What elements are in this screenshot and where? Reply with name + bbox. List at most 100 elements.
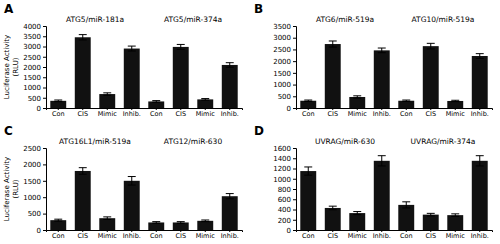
error-line: [479, 156, 480, 166]
error-cap: [103, 95, 111, 96]
tick-label: 400: [278, 206, 291, 214]
tick: Mimic: [446, 230, 466, 240]
tick: 3000: [273, 34, 296, 42]
error-cap: [177, 223, 185, 224]
tick-mark: [43, 98, 46, 99]
bar: [148, 101, 164, 108]
tick: 500: [28, 94, 46, 102]
tick: 0: [287, 105, 296, 113]
axis-line: [293, 27, 297, 109]
tick-label: Inhib.: [373, 232, 391, 240]
tick-label: 0: [287, 105, 291, 113]
tick-mark: [43, 67, 46, 68]
error-bar: [402, 202, 410, 208]
tick-mark: [43, 108, 46, 109]
tick: Inhib.: [123, 108, 141, 118]
bar: [447, 101, 463, 108]
tick: 200: [278, 216, 296, 224]
tick: 2500: [23, 145, 46, 153]
error-bar: [353, 212, 361, 215]
error-cap: [476, 165, 484, 166]
error-bar: [378, 48, 386, 53]
error-line: [332, 206, 333, 210]
tick-mark: [43, 77, 46, 78]
tick: Inhib.: [471, 230, 489, 240]
tick-label: 0: [37, 227, 41, 235]
group-title: ATG12/miR-630: [164, 137, 223, 146]
tick: Inhib.: [123, 230, 141, 240]
tick-label: Con: [52, 232, 65, 240]
tick-label: Mimic: [446, 232, 466, 240]
error-cap: [152, 100, 160, 101]
bar: [374, 161, 390, 230]
tick-label: 1000: [23, 84, 41, 92]
error-cap: [79, 34, 87, 35]
tick-mark: [293, 49, 296, 50]
tick-label: Con: [150, 110, 163, 118]
tick: 4000: [23, 23, 46, 31]
tick-label: Inhib.: [471, 232, 489, 240]
tick-label: 3000: [273, 34, 291, 42]
tick: CIS: [175, 108, 186, 118]
tick: 3500: [23, 33, 46, 41]
error-line: [430, 43, 431, 49]
tick: 400: [278, 206, 296, 214]
tick: Mimic: [98, 108, 118, 118]
error-cap: [226, 193, 234, 194]
error-cap: [226, 198, 234, 199]
tick: 1000: [273, 175, 296, 183]
error-cap: [54, 100, 62, 101]
group-title: ATG16L1/miR-519a: [59, 137, 131, 146]
error-cap: [476, 58, 484, 59]
error-bar: [177, 44, 185, 49]
axis-line: [43, 27, 47, 109]
error-line: [308, 167, 309, 175]
tick: CIS: [77, 108, 88, 118]
error-bar: [427, 43, 435, 49]
tick-mark: [293, 158, 296, 159]
error-cap: [177, 221, 185, 222]
error-bar: [304, 167, 312, 175]
error-cap: [152, 223, 160, 224]
tick: 1000: [273, 81, 296, 89]
panel: 05001000150020002500ConCISMimicInhib.Con…: [3, 124, 243, 240]
bar: [398, 101, 414, 108]
error-cap: [103, 216, 111, 217]
error-cap: [79, 174, 87, 175]
error-cap: [128, 185, 136, 186]
tick: Con: [400, 108, 413, 118]
bar: [300, 171, 316, 230]
error-bar: [177, 222, 185, 224]
y-axis-label: Luciferase Activity(RLU): [3, 157, 20, 221]
tick-label: 200: [278, 216, 291, 224]
bar: [173, 222, 189, 230]
tick-label: 1500: [23, 178, 41, 186]
tick: Con: [52, 230, 65, 240]
tick: Inhib.: [373, 108, 391, 118]
tick: 3500: [273, 23, 296, 31]
bar: [349, 213, 365, 230]
bar: [75, 171, 91, 230]
tick-label: CIS: [77, 232, 88, 240]
axis-line: [43, 149, 47, 231]
tick-label: Con: [400, 110, 413, 118]
bar: [197, 99, 213, 108]
group-title: UVRAG/miR-374a: [411, 137, 476, 146]
tick-label: Inhib.: [123, 110, 141, 118]
error-cap: [402, 207, 410, 208]
tick: Con: [150, 108, 163, 118]
bar: [50, 220, 66, 230]
bar: [423, 46, 439, 108]
group-title: ATG5/miR-181a: [66, 15, 124, 24]
error-cap: [304, 175, 312, 176]
error-cap: [226, 67, 234, 68]
error-line: [229, 194, 230, 199]
error-cap: [177, 49, 185, 50]
error-cap: [378, 52, 386, 53]
tick: 1000: [23, 194, 46, 202]
tick-mark: [293, 179, 296, 180]
tick-label: Con: [302, 110, 315, 118]
error-cap: [128, 51, 136, 52]
tick: Inhib.: [471, 108, 489, 118]
plot-area: 05001000150020002500ConCISMimicInhib.Con…: [23, 137, 242, 240]
